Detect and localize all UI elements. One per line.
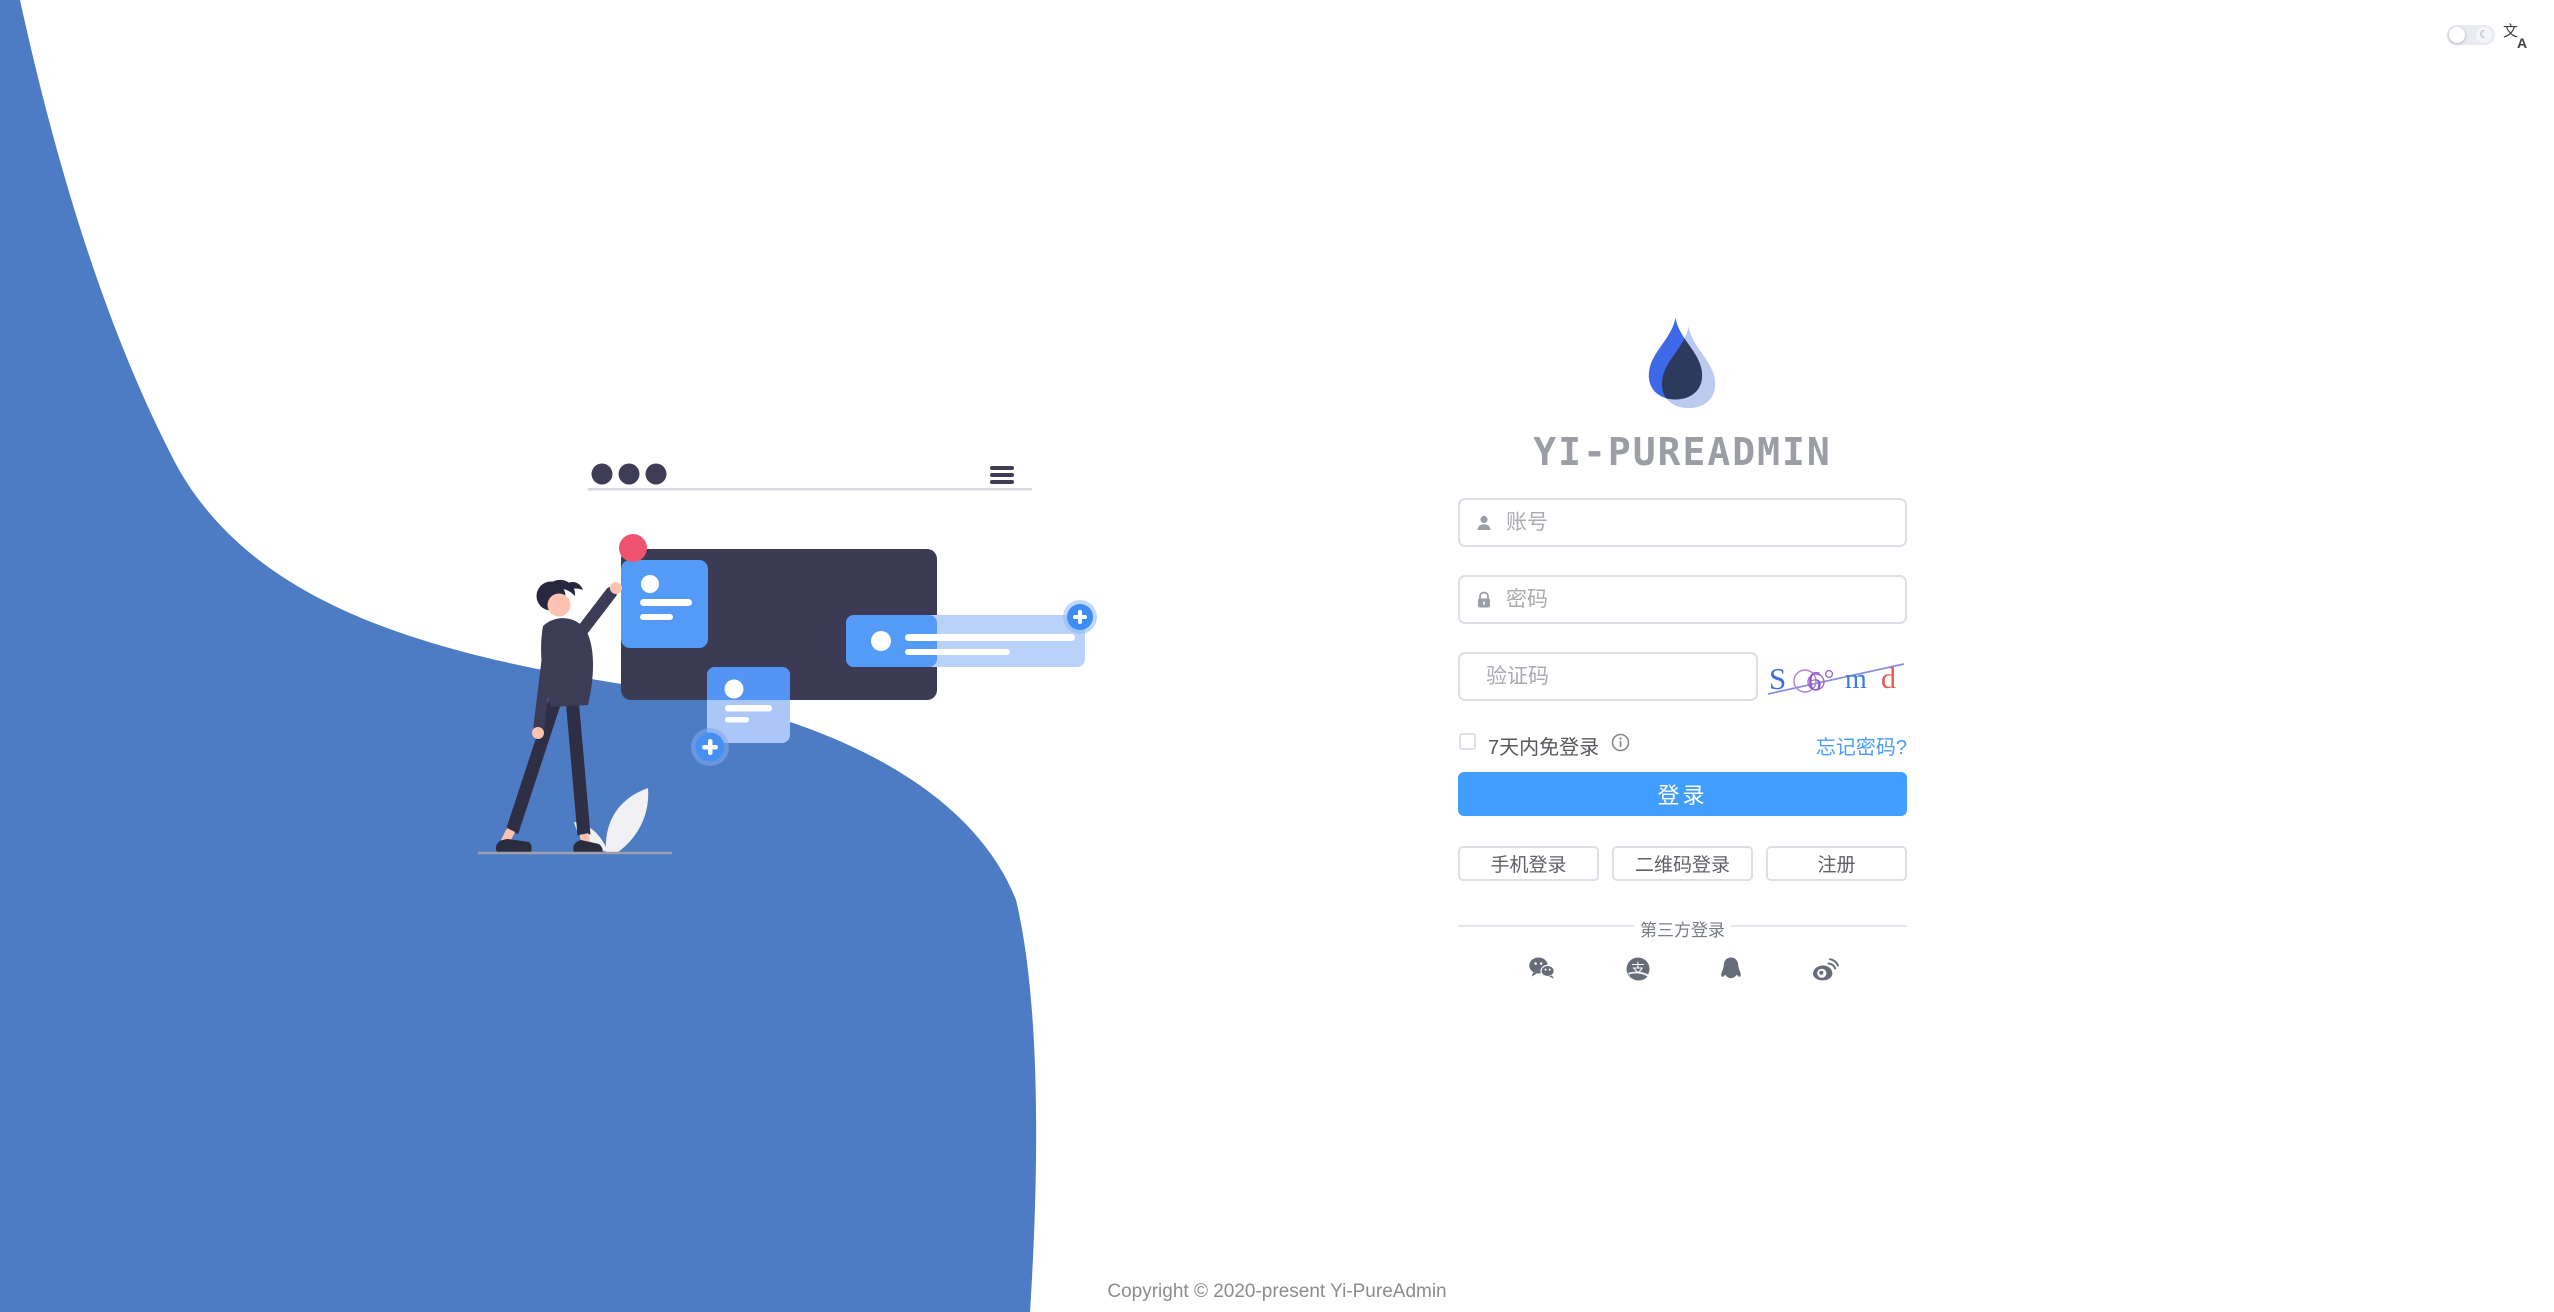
captcha-field [1458,652,1759,701]
svg-text:m: m [1845,664,1867,695]
moon-icon: ☾ [2476,27,2492,43]
dashboard-panel [621,549,937,700]
svg-text:A: A [2517,35,2527,51]
user-icon [1477,515,1491,530]
weibo-icon[interactable] [1811,955,1839,983]
captcha-image[interactable]: S 6 m d [1765,656,1907,700]
red-dot [619,534,647,562]
divider-line-left [1458,925,1634,927]
dark-mode-toggle[interactable]: ☾ [2447,25,2495,45]
qq-icon[interactable] [1717,955,1745,983]
wechat-icon[interactable] [1528,955,1556,983]
plus-badge [1067,604,1093,630]
card-middle [691,667,790,766]
lock-icon [1478,591,1490,607]
remember-label[interactable]: 7天内免登录 [1488,737,1600,759]
toggle-knob [2449,27,2465,43]
plus-badge-halo [1063,600,1097,634]
browser-dots-icon [591,463,667,485]
qr-login-button[interactable]: 二维码登录 [1612,846,1753,881]
menu-hamburger-icon [990,466,1014,484]
svg-text:6: 6 [1808,666,1822,696]
svg-text:S: S [1769,661,1786,696]
browser-divider [588,488,1032,491]
card-top-left [621,560,708,648]
plus-badge-halo [691,728,729,766]
alipay-icon[interactable]: 支 [1624,955,1652,983]
captcha-input[interactable] [1484,663,1759,690]
water-drop-logo [1648,317,1716,409]
leaf-decoration [574,788,649,852]
account-field [1458,498,1907,547]
translate-icon[interactable]: 文 A [2502,21,2532,51]
svg-text:文: 文 [2503,23,2518,40]
wave-shape [0,0,1037,1312]
brand-title: YI-PUREADMIN [1533,430,1832,474]
person-illustration [478,579,672,855]
info-icon[interactable] [1611,733,1630,752]
third-party-label: 第三方登录 [1640,921,1725,940]
copyright-text: Copyright © 2020-present Yi-PureAdmin [1107,1281,1447,1302]
account-input[interactable] [1504,509,1891,536]
divider-line-right [1731,925,1907,927]
register-button[interactable]: 注册 [1766,846,1907,881]
remember-row: 7天内免登录 忘记密码? [1458,730,1907,759]
password-field [1458,575,1907,624]
svg-text:d: d [1881,662,1896,695]
plus-badge [695,732,725,762]
phone-login-button[interactable]: 手机登录 [1458,846,1599,881]
forgot-password-link[interactable]: 忘记密码? [1815,737,1907,759]
card-right [846,600,1097,667]
password-input[interactable] [1504,586,1891,613]
login-button[interactable]: 登录 [1458,772,1907,816]
remember-checkbox[interactable] [1459,733,1476,750]
